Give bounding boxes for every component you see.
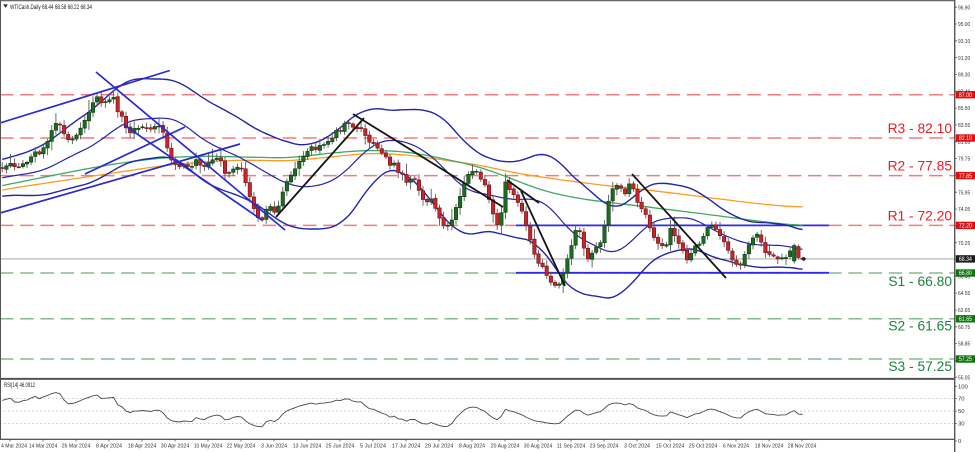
svg-text:64.55: 64.55 [958,291,971,297]
svg-text:66.45: 66.45 [958,274,971,280]
svg-text:61.65: 61.65 [959,317,973,323]
svg-text:S1 - 66.80: S1 - 66.80 [888,274,952,289]
svg-text:R1 - 72.20: R1 - 72.20 [888,209,953,224]
svg-text:3 Jun 2024: 3 Jun 2024 [261,443,287,449]
svg-text:0: 0 [958,439,962,445]
svg-text:66.80: 66.80 [959,271,973,277]
svg-text:60.75: 60.75 [958,325,971,331]
svg-text:3 Oct 2024: 3 Oct 2024 [624,443,650,449]
svg-text:72.20: 72.20 [959,224,973,230]
svg-text:25 Oct 2024: 25 Oct 2024 [689,443,718,449]
svg-text:17 Jul 2024: 17 Jul 2024 [392,443,421,449]
svg-text:15 Oct 2024: 15 Oct 2024 [656,443,685,449]
svg-text:95.00: 95.00 [958,22,971,28]
svg-text:8 Apr 2024: 8 Apr 2024 [96,443,122,449]
svg-text:57.25: 57.25 [959,357,973,363]
svg-text:26 Mar 2024: 26 Mar 2024 [62,443,91,449]
svg-text:58.85: 58.85 [958,342,971,348]
svg-text:R2 - 77.85: R2 - 77.85 [888,159,953,174]
svg-text:81.65: 81.65 [958,140,971,146]
svg-text:14 Mar 2024: 14 Mar 2024 [29,443,58,449]
svg-text:62.65: 62.65 [958,308,971,314]
svg-text:93.10: 93.10 [958,39,971,45]
svg-text:68.34: 68.34 [959,257,973,263]
svg-text:22 May 2024: 22 May 2024 [227,443,256,449]
svg-text:S2 - 61.65: S2 - 61.65 [888,319,952,334]
svg-text:4 Mar 2024: 4 Mar 2024 [1,443,27,449]
svg-text:50: 50 [958,409,965,415]
svg-text:18 Nov 2024: 18 Nov 2024 [755,443,784,449]
svg-text:5 Jul 2024: 5 Jul 2024 [360,443,386,449]
svg-text:25 Jun 2024: 25 Jun 2024 [326,443,355,449]
svg-text:8 Aug 2024: 8 Aug 2024 [459,443,485,449]
svg-text:28 Nov 2024: 28 Nov 2024 [788,443,817,449]
svg-text:10 May 2024: 10 May 2024 [194,443,223,449]
svg-text:82.10: 82.10 [959,136,973,142]
svg-text:79.75: 79.75 [958,157,971,163]
svg-text:85.50: 85.50 [958,106,971,112]
svg-text:70: 70 [958,397,965,403]
svg-text:29 Jul 2024: 29 Jul 2024 [425,443,454,449]
svg-text:30 Apr 2024: 30 Apr 2024 [161,443,190,449]
svg-text:89.30: 89.30 [958,73,971,79]
svg-text:20 Aug 2024: 20 Aug 2024 [491,443,520,449]
svg-text:S3 - 57.25: S3 - 57.25 [888,359,952,374]
svg-text:83.55: 83.55 [958,123,971,129]
svg-text:R3 - 82.10: R3 - 82.10 [888,121,953,136]
svg-text:30 Aug 2024: 30 Aug 2024 [524,443,553,449]
svg-text:23 Sep 2024: 23 Sep 2024 [590,443,619,449]
svg-text:6 Nov 2024: 6 Nov 2024 [723,443,749,449]
svg-text:18 Apr 2024: 18 Apr 2024 [128,443,157,449]
svg-text:100: 100 [958,384,969,390]
svg-text:WTICash,Daily 68.44 68.58 68.: WTICash,Daily 68.44 68.58 68.22 68.34 [10,4,92,11]
svg-text:87.00: 87.00 [959,93,973,99]
svg-text:77.85: 77.85 [959,174,973,180]
svg-text:91.20: 91.20 [958,56,971,62]
svg-text:13 Jun 2024: 13 Jun 2024 [293,443,322,449]
svg-text:55.05: 55.05 [958,375,971,381]
svg-text:11 Sep 2024: 11 Sep 2024 [557,443,586,449]
svg-text:30: 30 [958,422,965,428]
svg-text:RSI[14] 46.0912: RSI[14] 46.0912 [4,383,35,389]
svg-text:74.05: 74.05 [958,207,971,213]
svg-text:75.95: 75.95 [958,190,971,196]
svg-text:96.90: 96.90 [958,5,971,11]
svg-text:70.25: 70.25 [958,241,971,247]
